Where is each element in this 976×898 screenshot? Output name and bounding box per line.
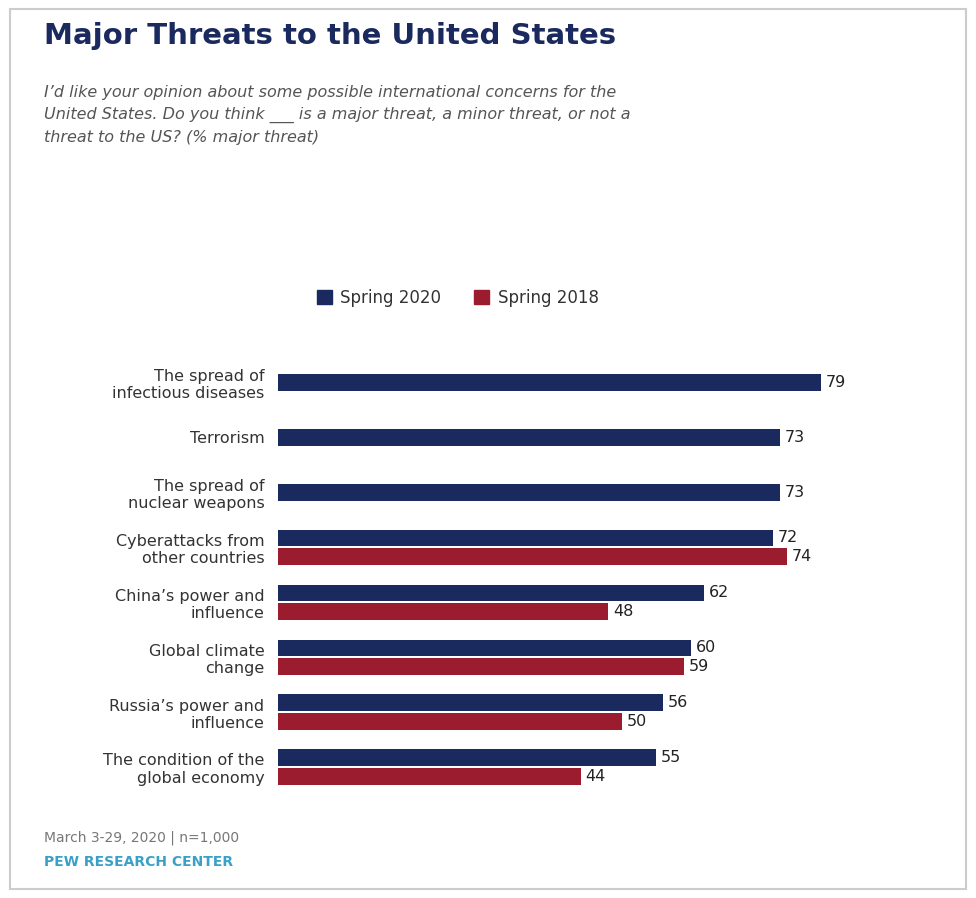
Bar — [278, 713, 622, 730]
Text: March 3-29, 2020 | n=1,000: March 3-29, 2020 | n=1,000 — [44, 831, 239, 845]
Bar — [278, 549, 787, 565]
Bar — [278, 530, 773, 546]
Bar — [278, 694, 664, 711]
Text: 44: 44 — [586, 769, 606, 784]
Text: 73: 73 — [785, 430, 805, 445]
Bar — [278, 639, 691, 656]
Text: PEW RESEARCH CENTER: PEW RESEARCH CENTER — [44, 855, 233, 869]
Text: 62: 62 — [710, 585, 729, 601]
Text: 50: 50 — [627, 714, 647, 729]
Text: Major Threats to the United States: Major Threats to the United States — [44, 22, 616, 50]
Text: I’d like your opinion about some possible international concerns for the
United : I’d like your opinion about some possibl… — [44, 85, 630, 145]
Bar — [278, 658, 684, 674]
Text: 74: 74 — [792, 549, 812, 564]
Bar — [278, 768, 581, 785]
Text: 48: 48 — [613, 604, 633, 619]
Bar — [278, 750, 657, 766]
Text: 56: 56 — [668, 695, 688, 710]
Bar — [278, 429, 780, 445]
Text: 73: 73 — [785, 485, 805, 500]
Text: 59: 59 — [689, 659, 709, 674]
Text: 72: 72 — [778, 531, 798, 545]
Legend: Spring 2020, Spring 2018: Spring 2020, Spring 2018 — [317, 289, 598, 307]
Text: 60: 60 — [696, 640, 715, 656]
Bar — [278, 484, 780, 500]
Bar — [278, 603, 608, 620]
Bar — [278, 585, 705, 601]
Text: 55: 55 — [661, 750, 681, 765]
Bar — [278, 374, 822, 391]
Text: 79: 79 — [827, 375, 846, 390]
